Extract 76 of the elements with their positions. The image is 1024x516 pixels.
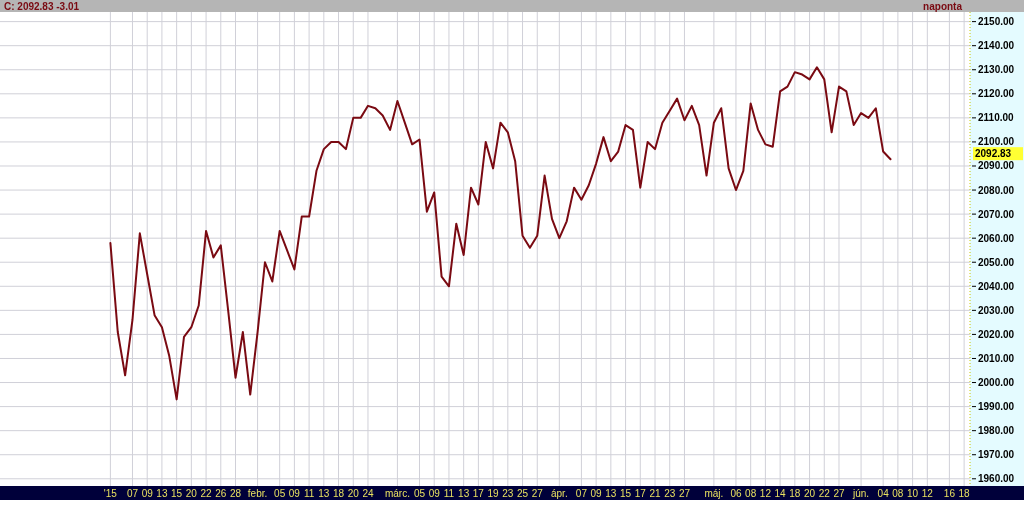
y-tick-label: 2090.00 <box>978 160 1015 172</box>
y-tick-label: 1980.00 <box>978 425 1015 437</box>
y-tick-label: 2060.00 <box>978 232 1015 244</box>
x-tick-label: 04 <box>877 488 890 499</box>
y-tick-label: 2080.00 <box>978 184 1015 196</box>
chart-title: C: 2092.83 -3.01 <box>4 1 80 12</box>
y-tick-label: 2030.00 <box>978 304 1015 316</box>
x-tick-label: 24 <box>362 488 374 499</box>
x-tick-label: 28 <box>229 488 242 499</box>
x-tick-label: 09 <box>141 488 154 499</box>
x-tick-label: 12 <box>759 488 772 499</box>
x-tick-label: 08 <box>745 488 757 499</box>
x-tick-label: 17 <box>634 488 647 499</box>
x-tick-label: 27 <box>833 488 845 499</box>
x-tick-label: 05 <box>413 488 426 499</box>
x-tick-label: 20 <box>804 488 816 499</box>
x-tick-label: 27 <box>531 488 544 499</box>
x-tick-label: 26 <box>215 488 227 499</box>
y-tick-label: 2050.00 <box>978 256 1015 268</box>
x-tick-label: 08 <box>892 488 904 499</box>
x-tick-label: 27 <box>678 488 691 499</box>
x-tick-label: 05 <box>274 488 286 499</box>
x-tick-label: 18 <box>958 488 971 499</box>
x-tick-label: jún. <box>852 488 870 499</box>
x-tick-label: 09 <box>590 488 603 499</box>
x-tick-label: ápr. <box>550 488 568 499</box>
x-tick-label: 23 <box>664 488 676 499</box>
x-tick-label: 13 <box>458 488 470 499</box>
x-tick-label: márc. <box>384 488 410 499</box>
x-tick-label: 23 <box>502 488 514 499</box>
y-tick-label: 2070.00 <box>978 208 1015 220</box>
x-tick-label: febr. <box>247 488 268 499</box>
x-tick-label: 25 <box>516 488 529 499</box>
x-tick-label: '15 <box>103 488 118 499</box>
x-tick-label: 16 <box>943 488 956 499</box>
x-tick-label: 22 <box>818 488 831 499</box>
x-tick-label: 14 <box>774 488 787 499</box>
x-tick-label: 15 <box>171 488 183 499</box>
text: naponta <box>923 1 963 12</box>
x-tick-label: 10 <box>907 488 919 499</box>
x-tick-label: 13 <box>605 488 617 499</box>
x-tick-label: 18 <box>332 488 345 499</box>
text: 2092.83 <box>975 148 1012 160</box>
y-tick-label: 1960.00 <box>978 473 1015 485</box>
line-series <box>109 66 892 401</box>
y-tick-label: 2000.00 <box>978 377 1015 389</box>
y-tick-label: 2010.00 <box>978 352 1015 364</box>
x-tick-label: 11 <box>303 488 315 499</box>
y-tick-label: 2140.00 <box>978 40 1015 52</box>
y-tick-label: 2020.00 <box>978 328 1015 340</box>
x-tick-label: 21 <box>649 488 662 499</box>
x-tick-label: máj. <box>704 488 724 499</box>
x-tick-label: 11 <box>443 488 455 499</box>
x-tick-label: 12 <box>921 488 934 499</box>
y-tick-label: 2120.00 <box>978 88 1015 100</box>
x-tick-label: 13 <box>318 488 330 499</box>
x-tick-label: 07 <box>126 488 139 499</box>
x-tick-label: 07 <box>575 488 588 499</box>
y-tick-label: 1990.00 <box>978 401 1015 413</box>
y-tick-label: 2130.00 <box>978 64 1015 76</box>
y-tick-label: 2150.00 <box>978 16 1015 28</box>
x-tick-label: 06 <box>730 488 742 499</box>
x-tick-label: 20 <box>347 488 360 499</box>
x-tick-label: 19 <box>487 488 500 499</box>
y-tick-label: 1970.00 <box>978 449 1015 461</box>
x-tick-label: 09 <box>288 488 301 499</box>
x-tick-label: 15 <box>620 488 632 499</box>
x-tick-label: 13 <box>156 488 168 499</box>
y-tick-label: 2110.00 <box>978 112 1015 124</box>
y-tick-label: 2100.00 <box>978 136 1015 148</box>
x-tick-label: 17 <box>472 488 485 499</box>
x-tick-label: 09 <box>428 488 441 499</box>
x-tick-label: 20 <box>185 488 198 499</box>
y-tick-label: 2040.00 <box>978 280 1015 292</box>
x-tick-label: 18 <box>789 488 801 499</box>
x-tick-label: 22 <box>200 488 213 499</box>
